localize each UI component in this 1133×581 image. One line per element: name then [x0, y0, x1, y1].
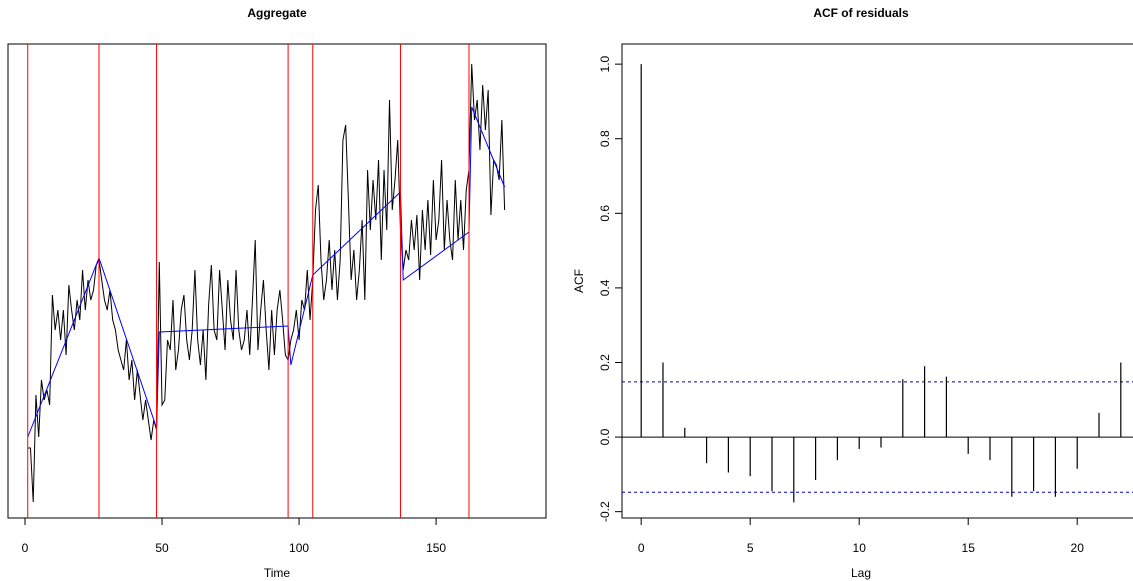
y-tick-label: 0.2: [598, 354, 612, 371]
x-tick-label: 50: [155, 541, 169, 555]
x-axis-label: Lag: [851, 566, 871, 580]
x-tick-label: 10: [853, 541, 867, 555]
data-line: [27, 63, 506, 503]
y-tick-label: 1.0: [598, 55, 612, 72]
y-tick-label: 0.8: [598, 130, 612, 147]
x-tick-label: 15: [962, 541, 976, 555]
y-tick-label: -0.2: [598, 501, 612, 522]
chart-title: Aggregate: [247, 6, 307, 20]
y-axis-label: ACF: [572, 269, 586, 293]
y-tick-label: 0.0: [598, 428, 612, 445]
chart-title: ACF of residuals: [813, 6, 909, 20]
x-tick-label: 100: [289, 541, 309, 555]
y-tick-label: 0.4: [598, 279, 612, 296]
x-tick-label: 0: [638, 541, 645, 555]
x-tick-label: 150: [426, 541, 446, 555]
x-tick-label: 0: [22, 541, 29, 555]
plot-frame: [7, 43, 547, 519]
x-axis-label: Time: [264, 566, 291, 580]
x-tick-label: 5: [747, 541, 754, 555]
x-tick-label: 20: [1071, 541, 1085, 555]
plot-frame: [621, 43, 1133, 519]
y-tick-label: 0.6: [598, 205, 612, 222]
